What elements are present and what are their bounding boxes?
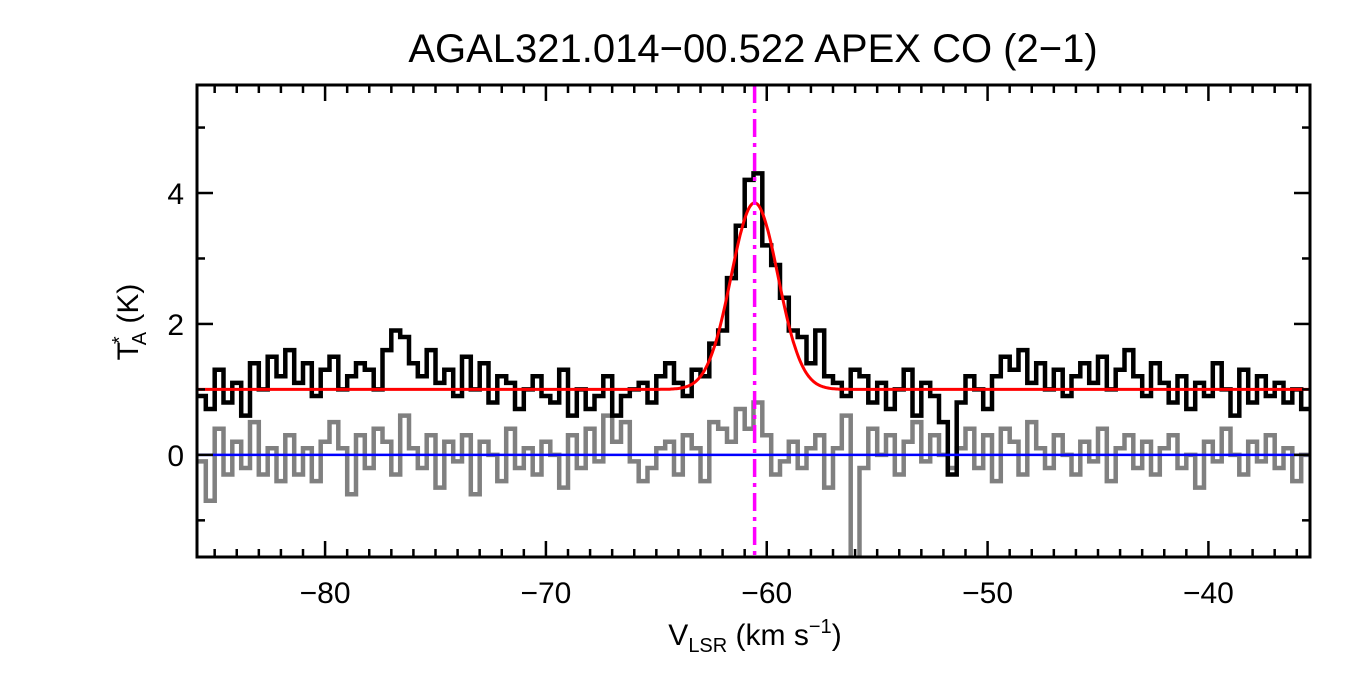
x-label-end: ) (832, 619, 842, 652)
x-tick-label: −70 (520, 577, 571, 610)
y-tick-label: 0 (167, 440, 184, 473)
x-label-sup: −1 (809, 616, 832, 638)
x-tick-label: −60 (741, 577, 792, 610)
y-axis-label: T*A (K) (109, 284, 151, 361)
spectrum-series (197, 171, 1310, 477)
x-tick-label: −80 (300, 577, 351, 610)
x-tick-label: −50 (962, 577, 1013, 610)
y-label-sup: * (109, 336, 131, 344)
y-label-rest: (K) (112, 284, 145, 332)
x-tick-label: −40 (1183, 577, 1234, 610)
y-label-sub: A (129, 331, 151, 345)
y-tick-label: 4 (167, 178, 184, 211)
chart-title: AGAL321.014−00.522 APEX CO (2−1) (408, 27, 1097, 71)
x-label-rest: (km s (727, 619, 809, 652)
x-label-main: V (668, 619, 688, 652)
plot-frame (195, 83, 1312, 559)
y-tick-label: 2 (167, 309, 184, 342)
x-label-sub: LSR (688, 635, 727, 657)
y-label-main: T (112, 342, 145, 360)
axis-ticks: −80 −70 −60 −50 −40 0 2 4 (167, 85, 1310, 610)
plot-area (197, 85, 1310, 557)
x-axis-label: VLSR (km s−1) (668, 616, 841, 657)
